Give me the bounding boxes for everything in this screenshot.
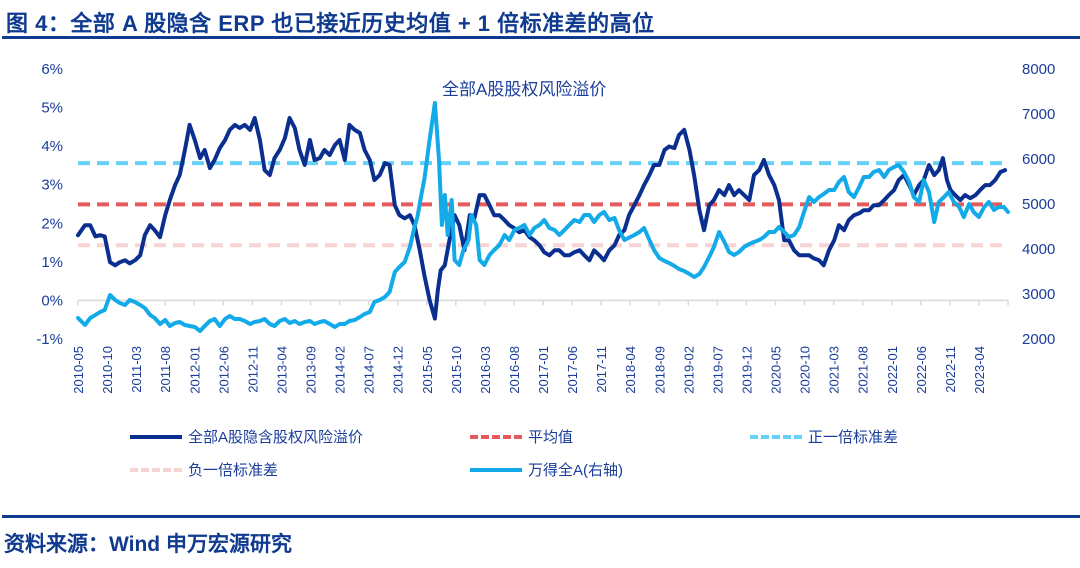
legend-item-minus1sd: 负一倍标准差 — [130, 459, 278, 480]
chart-legend: 全部A股隐含股权风险溢价 平均值 正一倍标准差负一倍标准差 万得全A(右轴) — [130, 426, 1030, 496]
legend-label: 正一倍标准差 — [808, 429, 899, 446]
source-note: 资料来源：Wind 申万宏源研究 — [4, 533, 292, 556]
x-tick-label: 2015-05 — [420, 346, 435, 394]
x-tick-label: 2017-11 — [594, 346, 609, 393]
right-axis: 2000 3000 4000 5000 6000 7000 8000 — [1022, 61, 1055, 348]
legend-item-mean: 平均值 — [470, 426, 573, 447]
x-tick-label: 2011-08 — [158, 346, 173, 393]
figure-title: 图 4：全部 A 股隐含 ERP 也已接近历史均值 + 1 倍标准差的高位 — [6, 11, 655, 36]
x-tick-label: 2010-10 — [100, 346, 115, 394]
legend-label: 负一倍标准差 — [188, 462, 279, 479]
right-tick-label: 2000 — [1022, 331, 1055, 348]
x-tick-label: 2010-05 — [71, 346, 86, 394]
left-tick-label: 0% — [41, 292, 63, 309]
x-tick-label: 2015-10 — [449, 346, 464, 394]
x-tick-label: 2019-02 — [681, 346, 696, 394]
source-divider — [2, 515, 1080, 518]
x-tick-label: 2014-02 — [333, 346, 348, 394]
right-tick-label: 7000 — [1022, 106, 1055, 123]
left-tick-label: 2% — [41, 215, 63, 232]
x-tick-label: 2012-11 — [245, 346, 260, 393]
x-tick-label: 2016-03 — [478, 346, 493, 394]
reference-lines — [78, 161, 1008, 248]
legend-item-plus1sd: 正一倍标准差 — [750, 426, 898, 447]
x-tick-label: 2022-11 — [943, 346, 958, 393]
x-tick-label: 2012-01 — [187, 346, 202, 394]
legend-label: 全部A股隐含股权风险溢价 — [188, 429, 364, 446]
x-tick-label: 2013-09 — [304, 346, 319, 394]
left-tick-label: 5% — [41, 100, 63, 117]
index-series-line — [76, 101, 1010, 333]
x-tick-label: 2011-03 — [129, 346, 144, 393]
legend-label: 万得全A(右轴) — [528, 462, 623, 479]
legend-label: 平均值 — [528, 429, 574, 446]
x-tick-label: 2013-04 — [274, 346, 289, 394]
right-tick-label: 3000 — [1022, 286, 1055, 303]
right-tick-label: 5000 — [1022, 196, 1055, 213]
legend-item-index: 万得全A(右轴) — [470, 459, 623, 480]
x-tick-label: 2021-03 — [827, 346, 842, 394]
right-tick-label: 6000 — [1022, 151, 1055, 168]
right-tick-label: 4000 — [1022, 241, 1055, 258]
title-divider — [2, 36, 1080, 39]
chart-annotation: 全部A股股权风险溢价 — [442, 80, 606, 99]
x-tick-label: 2020-10 — [798, 346, 813, 394]
x-tick-label: 2022-01 — [885, 346, 900, 394]
x-tick-label: 2019-07 — [710, 346, 725, 394]
x-tick-label: 2022-06 — [914, 346, 929, 394]
legend-swatch — [470, 467, 522, 472]
chart-svg: -1% 0% 1% 2% 3% 4% 5% 6% 2000 3000 4000 5000 6000 70… — [36, 61, 1055, 394]
x-tick-label: 2016-08 — [507, 346, 522, 394]
left-tick-label: 6% — [41, 61, 63, 78]
legend-swatch — [130, 434, 182, 439]
x-tick-label: 2018-09 — [652, 346, 667, 394]
erp-series-line — [76, 116, 1008, 321]
x-tick-label: 2020-05 — [769, 346, 784, 394]
series-group — [76, 101, 1010, 333]
x-axis: 2010-05 2010-10 2011-03 2011-08 2012-01 2012-… — [71, 300, 1009, 394]
legend-swatch — [470, 434, 522, 439]
x-tick-label: 2023-04 — [972, 346, 987, 394]
x-tick-label: 2018-04 — [623, 346, 638, 394]
x-tick-label: 2014-07 — [362, 346, 377, 394]
left-tick-label: 4% — [41, 138, 63, 155]
left-tick-label: 3% — [41, 177, 63, 194]
left-axis: -1% 0% 1% 2% 3% 4% 5% 6% — [36, 61, 63, 348]
x-tick-label: 2012-06 — [216, 346, 231, 394]
legend-item-erp: 全部A股隐含股权风险溢价 — [130, 426, 363, 447]
x-tick-label: 2021-08 — [856, 346, 871, 394]
x-tick-label: 2014-12 — [391, 346, 406, 394]
x-tick-label: 2019-12 — [739, 346, 754, 394]
left-tick-label: 1% — [41, 254, 63, 271]
left-tick-label: -1% — [36, 331, 63, 348]
x-tick-label: 2017-06 — [565, 346, 580, 394]
legend-swatch — [130, 467, 182, 472]
right-tick-label: 8000 — [1022, 61, 1055, 78]
legend-swatch — [750, 434, 802, 439]
x-tick-label: 2017-01 — [536, 346, 551, 394]
